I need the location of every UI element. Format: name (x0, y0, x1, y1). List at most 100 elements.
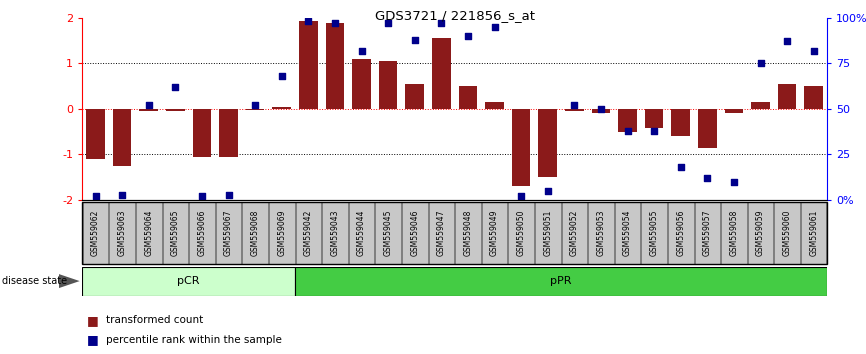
Bar (273, 107, 291, 109)
Bar (668, 202, 694, 264)
Bar (352, 59, 371, 109)
Point (301, 18, 315, 24)
Bar (642, 202, 667, 264)
Bar (456, 202, 481, 264)
Point (594, 106, 608, 112)
Point (621, 128, 635, 133)
Text: GSM559046: GSM559046 (410, 210, 419, 256)
Bar (109, 202, 135, 264)
Bar (402, 202, 428, 264)
Text: GSM559044: GSM559044 (357, 210, 366, 256)
Text: GSM559055: GSM559055 (650, 210, 659, 256)
Text: GSM559058: GSM559058 (729, 210, 739, 256)
Text: GSM559066: GSM559066 (197, 210, 206, 256)
Bar (778, 84, 797, 109)
Point (115, 192, 129, 198)
Text: percentile rank within the sample: percentile rank within the sample (106, 335, 281, 345)
Bar (695, 202, 721, 264)
Text: GSM559067: GSM559067 (224, 210, 233, 256)
Text: GSM559068: GSM559068 (250, 210, 260, 256)
Bar (189, 202, 215, 264)
Bar (725, 109, 743, 113)
Bar (485, 102, 504, 109)
Text: GSM559053: GSM559053 (597, 210, 605, 256)
Bar (618, 109, 637, 132)
Bar (805, 86, 823, 109)
Bar (535, 202, 560, 264)
Point (354, 48, 368, 53)
Bar (561, 202, 587, 264)
Point (408, 37, 422, 42)
Text: GSM559057: GSM559057 (703, 210, 712, 256)
Point (195, 194, 209, 199)
Bar (751, 102, 770, 109)
Bar (459, 86, 477, 109)
Text: GSM559049: GSM559049 (490, 210, 499, 256)
Point (647, 128, 661, 133)
Text: GSM559051: GSM559051 (543, 210, 553, 256)
Bar (246, 109, 264, 110)
Bar (429, 202, 454, 264)
Bar (269, 202, 294, 264)
Point (727, 179, 740, 185)
Bar (166, 109, 184, 111)
Point (88, 194, 102, 199)
Text: GSM559065: GSM559065 (171, 210, 180, 256)
Point (514, 194, 528, 199)
Text: GSM559052: GSM559052 (570, 210, 578, 256)
Bar (698, 109, 717, 148)
Bar (588, 202, 614, 264)
Polygon shape (59, 274, 80, 288)
Point (461, 33, 475, 39)
Text: GDS3721 / 221856_s_at: GDS3721 / 221856_s_at (375, 9, 534, 22)
Bar (645, 109, 663, 128)
Text: GSM559061: GSM559061 (809, 210, 818, 256)
Point (275, 73, 288, 79)
Bar (747, 202, 773, 264)
Bar (539, 109, 557, 177)
Text: GSM559043: GSM559043 (331, 210, 339, 256)
Point (780, 39, 794, 44)
Point (701, 175, 714, 181)
Bar (378, 61, 397, 109)
Point (488, 24, 501, 30)
Bar (326, 23, 345, 109)
Point (435, 20, 449, 26)
Bar (405, 84, 424, 109)
Text: GSM559054: GSM559054 (623, 210, 632, 256)
Text: GSM559060: GSM559060 (783, 210, 792, 256)
Bar (113, 109, 132, 166)
Bar (87, 109, 105, 159)
Bar (774, 202, 800, 264)
Text: pCR: pCR (178, 276, 200, 286)
Bar (671, 109, 690, 136)
Text: GSM559056: GSM559056 (676, 210, 685, 256)
Bar (82, 267, 295, 296)
Text: GSM559063: GSM559063 (118, 210, 126, 256)
Bar (591, 109, 611, 113)
Point (381, 20, 395, 26)
Bar (299, 21, 318, 109)
Bar (219, 109, 238, 157)
Point (674, 164, 688, 170)
Text: GSM559069: GSM559069 (277, 210, 287, 256)
Text: disease state: disease state (2, 276, 67, 286)
Point (807, 48, 821, 53)
Point (249, 102, 262, 108)
Bar (508, 202, 534, 264)
Text: GSM559042: GSM559042 (304, 210, 313, 256)
Point (168, 84, 182, 90)
Point (142, 102, 156, 108)
Bar (801, 202, 826, 264)
Text: GSM559062: GSM559062 (91, 210, 100, 256)
Bar (242, 202, 268, 264)
Point (567, 102, 581, 108)
Text: GSM559059: GSM559059 (756, 210, 765, 256)
Bar (432, 38, 450, 109)
Bar (375, 202, 401, 264)
Point (222, 192, 236, 198)
Text: ■: ■ (87, 333, 99, 346)
Bar (295, 202, 321, 264)
Bar (349, 202, 374, 264)
Text: pPR: pPR (550, 276, 572, 286)
